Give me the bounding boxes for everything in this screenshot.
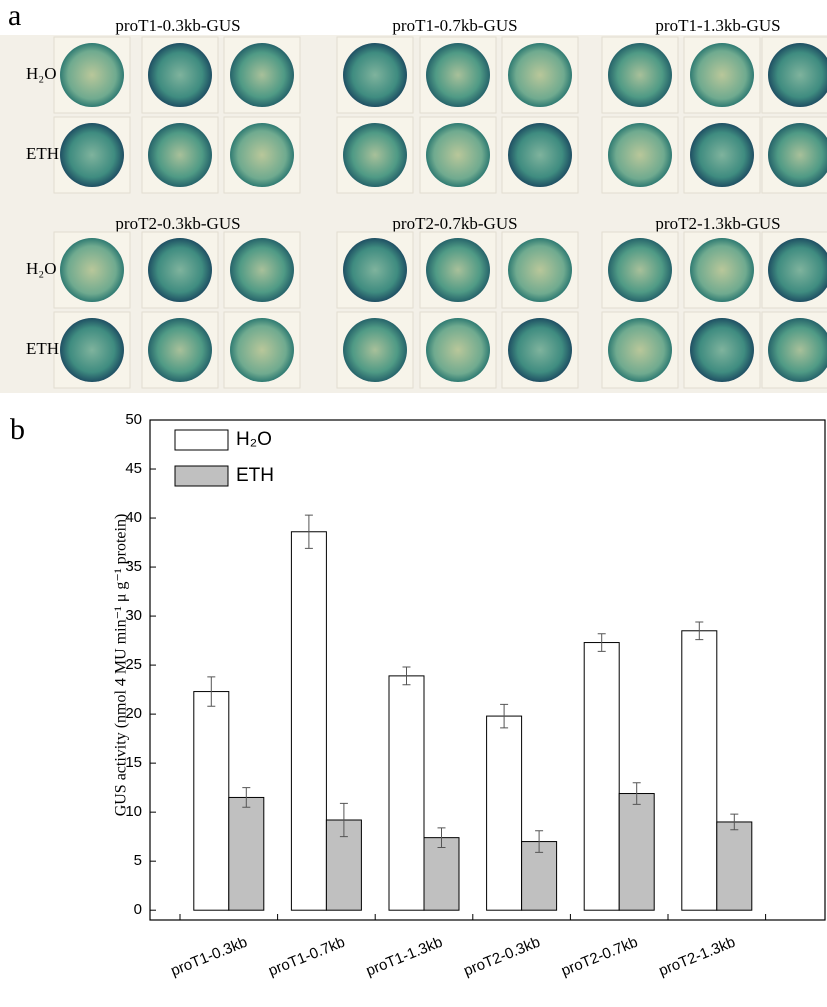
leaf-disc: [230, 43, 294, 107]
leaf-disc: [608, 43, 672, 107]
leaf-disc: [343, 238, 407, 302]
y-tick-label: 50: [125, 411, 142, 428]
leaf-disc: [148, 43, 212, 107]
leaf-disc: [690, 43, 754, 107]
leaf-disc: [608, 318, 672, 382]
y-tick-label: 0: [134, 901, 142, 918]
leaf-disc: [343, 123, 407, 187]
leaf-disc: [343, 43, 407, 107]
bar: [619, 794, 654, 911]
leaf-disc: [608, 123, 672, 187]
row-label: ETH: [26, 339, 59, 358]
leaf-disc: [426, 123, 490, 187]
bar: [682, 631, 717, 910]
bar: [584, 643, 619, 911]
leaf-disc: [60, 238, 124, 302]
leaf-disc: [508, 123, 572, 187]
leaf-disc: [426, 318, 490, 382]
leaf-disc: [230, 123, 294, 187]
leaf-disc: [148, 238, 212, 302]
row-label: H₂O: [26, 64, 56, 83]
x-tick-label: proT2-1.3kb: [656, 934, 737, 980]
group-title: proT2-1.3kb-GUS: [655, 214, 780, 233]
x-tick-label: proT1-1.3kb: [364, 934, 445, 980]
leaf-disc: [608, 238, 672, 302]
row-label: ETH: [26, 144, 59, 163]
leaf-disc: [508, 238, 572, 302]
leaf-disc: [690, 318, 754, 382]
x-tick-label: proT2-0.3kb: [461, 934, 542, 980]
leaf-disc: [148, 318, 212, 382]
leaf-disc: [230, 318, 294, 382]
group-title: proT2-0.7kb-GUS: [392, 214, 517, 233]
x-tick-label: proT1-0.3kb: [168, 934, 249, 980]
y-tick-label: 5: [134, 852, 142, 869]
leaf-disc: [60, 43, 124, 107]
bar: [487, 716, 522, 910]
leaf-disc: [343, 318, 407, 382]
row-label: H₂O: [26, 259, 56, 278]
bar: [717, 822, 752, 910]
bar: [424, 838, 459, 911]
leaf-disc: [60, 318, 124, 382]
panel-label: a: [8, 0, 21, 32]
bar: [194, 692, 229, 911]
group-title: proT2-0.3kb-GUS: [115, 214, 240, 233]
figure: a b proT1-0.3kb-GUS proT1-0.7kb-GUS proT1-…: [0, 0, 827, 1007]
leaf-disc: [690, 238, 754, 302]
legend-swatch: [175, 430, 228, 450]
group-title: proT1-1.3kb-GUS: [655, 16, 780, 35]
leaf-disc: [230, 238, 294, 302]
bar: [389, 676, 424, 910]
group-title: proT1-0.7kb-GUS: [392, 16, 517, 35]
x-tick-label: proT2-0.7kb: [559, 934, 640, 980]
x-tick-label: proT1-0.7kb: [266, 934, 347, 980]
y-tick-label: 45: [125, 460, 142, 477]
legend-label: ETH: [236, 465, 274, 486]
legend-label: H₂O: [236, 429, 272, 450]
leaf-disc: [426, 238, 490, 302]
bar: [291, 532, 326, 910]
panel-label: b: [10, 413, 25, 446]
y-axis-label: GUS activity (nmol 4 MU min⁻¹ μ g⁻¹ prot…: [113, 514, 130, 817]
legend-swatch: [175, 466, 228, 486]
leaf-disc: [426, 43, 490, 107]
leaf-disc: [60, 123, 124, 187]
leaf-disc: [690, 123, 754, 187]
bar: [229, 797, 264, 910]
group-title: proT1-0.3kb-GUS: [115, 16, 240, 35]
leaf-disc: [508, 43, 572, 107]
leaf-disc: [148, 123, 212, 187]
leaf-disc: [508, 318, 572, 382]
